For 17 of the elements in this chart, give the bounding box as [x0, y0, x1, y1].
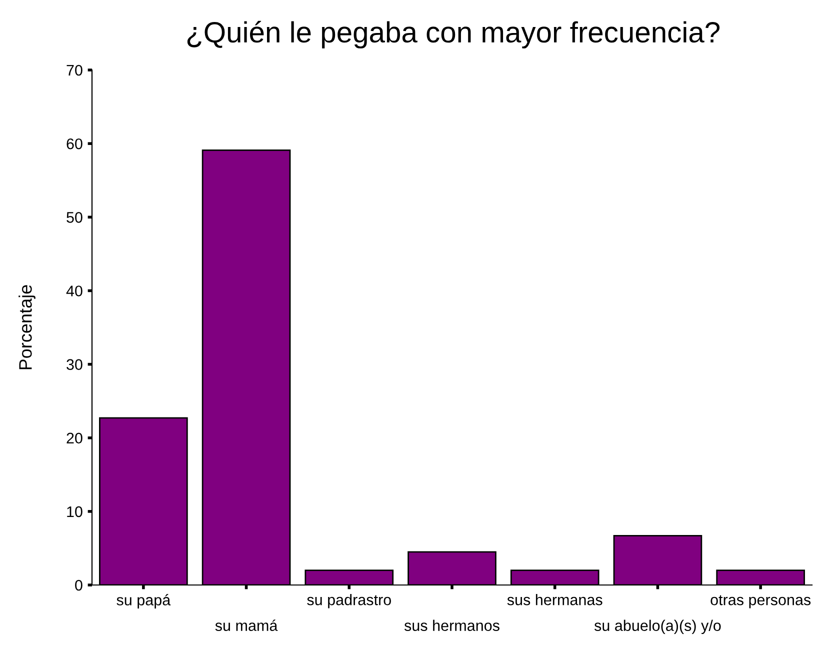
x-tick-label: su abuelo(a)(s) y/o	[594, 620, 721, 634]
y-tick-label: 60	[66, 138, 82, 150]
x-tick-label: otras personas	[710, 595, 811, 608]
y-tick-label: 20	[66, 432, 82, 444]
x-tick-label: sus hermanas	[507, 594, 602, 606]
y-tick-label: 30	[66, 359, 82, 370]
y-tick-label: 40	[66, 286, 82, 296]
y-axis-title: Porcentaje	[18, 285, 36, 370]
x-tick-label: sus hermanos	[404, 620, 500, 631]
x-tick-label: su padrastro	[307, 594, 391, 608]
x-tick-label: su papá	[116, 594, 171, 608]
y-tick-label: 0	[75, 580, 82, 591]
y-tick-label: 50	[66, 212, 82, 223]
chart-title: ¿Quién le pegaba con mayor frecuencia?	[187, 20, 720, 48]
y-tick-label: 70	[66, 64, 82, 76]
y-tick-label: 10	[67, 506, 82, 518]
x-tick-label: su mamá	[215, 620, 278, 631]
